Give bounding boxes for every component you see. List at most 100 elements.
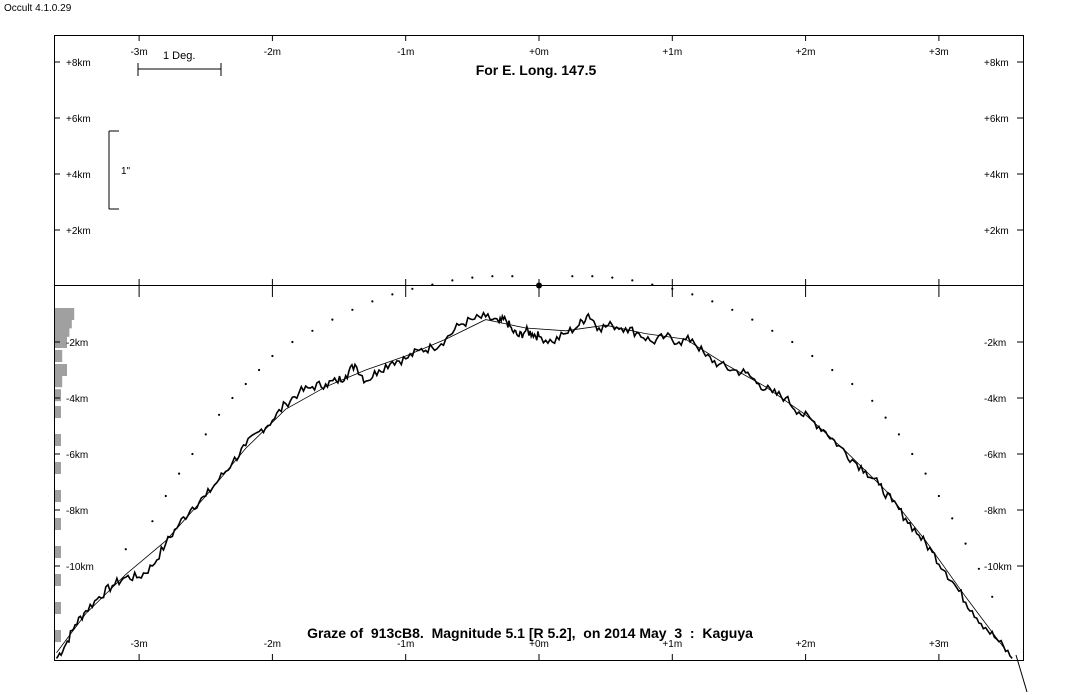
histogram-bar [55, 375, 63, 388]
y-tick-label-left: +6km [66, 114, 91, 125]
histogram-bar [55, 324, 70, 337]
y-tick-label-left: +8km [66, 58, 91, 69]
x-tick-label-top: -2m [264, 47, 281, 58]
limb-dot [897, 433, 901, 436]
plot-frame [54, 35, 1024, 661]
limb-dot [191, 452, 194, 456]
histogram-bar [55, 518, 61, 530]
y-tick-label-right: +4km [984, 170, 1009, 181]
arcsec-scale-label: 1" [121, 166, 131, 177]
limb-dot [244, 382, 247, 386]
x-tick-label-bottom: -2m [264, 639, 281, 650]
y-tick-label-left: -6km [66, 450, 88, 461]
limb-dot [911, 452, 914, 456]
x-tick-label-bottom: +2m [796, 639, 816, 650]
x-tick-label-top: +3m [929, 47, 949, 58]
x-tick-label-bottom: -3m [130, 639, 147, 650]
limb-dot [491, 275, 494, 278]
y-tick-label-right: -6km [984, 450, 1006, 461]
limb-dot [751, 318, 754, 321]
y-tick-label-right: +2km [984, 226, 1009, 237]
limb-dot [391, 293, 394, 296]
limb-dot [471, 276, 474, 279]
limb-dot [411, 287, 414, 290]
x-tick-label-bottom: +0m [529, 639, 549, 650]
y-tick-label-right: -2km [984, 338, 1006, 349]
limb-dot [951, 517, 954, 520]
limb-dot [851, 382, 854, 386]
dotted-limb [124, 275, 994, 598]
degree-scale-label: 1 Deg. [163, 50, 195, 62]
limb-dot [331, 318, 334, 321]
degree-scale-bar: 1 Deg. [137, 50, 222, 76]
y-tick-label-left: -8km [66, 506, 88, 517]
x-tick-label-top: -1m [397, 47, 414, 58]
limb-dot [291, 340, 294, 344]
y-tick-label-right: -8km [984, 506, 1006, 517]
limb-dot [991, 595, 994, 598]
limb-dot [964, 542, 967, 545]
histogram-bar [55, 350, 63, 362]
limb-dot [124, 548, 127, 551]
limb-dot [651, 283, 654, 286]
x-tick-label-top: +2m [796, 47, 816, 58]
limb-dot [217, 413, 221, 416]
x-tick-label-top: +1m [662, 47, 682, 58]
axis-ticks: -3m -3m -2m -2m -1m -1m +0m +0m +1m +1m +2m +2m +3m +… [54, 35, 1023, 660]
histogram-bar [55, 406, 61, 418]
limb-tail-line [1015, 654, 1028, 693]
limb-dot [924, 472, 927, 475]
limb-dot [351, 308, 354, 311]
x-tick-label-bottom: +1m [662, 639, 682, 650]
y-tick-label-left: -4km [66, 394, 88, 405]
y-tick-label-left: +2km [66, 226, 91, 237]
limb-histogram [55, 308, 75, 642]
x-tick-label-top: +0m [529, 47, 549, 58]
histogram-bar [55, 462, 61, 474]
histogram-bar [55, 490, 61, 502]
y-tick-label-right: +6km [984, 114, 1009, 125]
limb-profile-line [55, 310, 1013, 659]
x-tick-label-bottom: +3m [929, 639, 949, 650]
limb-dot [671, 287, 674, 290]
mean-limb-line [56, 319, 1006, 654]
limb-dot [511, 275, 514, 278]
limb-dot [937, 494, 941, 498]
center-marker [536, 282, 542, 289]
limb-dot [371, 300, 374, 303]
limb-dot [791, 340, 794, 344]
histogram-bar [55, 602, 61, 614]
limb-dot [204, 433, 207, 436]
limb-dot [177, 472, 181, 475]
limb-dot [611, 276, 614, 279]
limb-dot [271, 354, 274, 358]
limb-dot [831, 368, 834, 372]
y-tick-label-right: -10km [984, 562, 1012, 573]
histogram-bar [55, 336, 67, 348]
limb-dot [977, 567, 980, 570]
app-title: Occult 4.1.0.29 [4, 3, 72, 14]
y-tick-label-right: -4km [984, 394, 1006, 405]
limb-dot [871, 399, 874, 402]
limb-dot [431, 283, 434, 286]
y-tick-label-left: -2km [66, 338, 88, 349]
limb-dot [231, 396, 234, 400]
limb-dot [811, 354, 814, 358]
x-tick-label-top: -3m [130, 47, 147, 58]
y-tick-label-right: +8km [984, 58, 1009, 69]
limb-dot [164, 494, 167, 498]
histogram-bar [55, 434, 61, 446]
histogram-bar [55, 630, 61, 642]
limb-dot [771, 329, 774, 332]
histogram-bar [55, 546, 61, 558]
x-tick-label-bottom: -1m [397, 639, 414, 650]
chart-title: For E. Long. 147.5 [476, 62, 597, 78]
limb-dot [571, 275, 574, 278]
limb-dot [311, 329, 314, 332]
graze-caption: Graze of 913cB8. Magnitude 5.1 [R 5.2], … [307, 625, 753, 641]
y-tick-label-left: +4km [66, 170, 91, 181]
limb-dot [691, 293, 694, 296]
limb-dot [711, 300, 714, 303]
histogram-bar [55, 389, 61, 402]
